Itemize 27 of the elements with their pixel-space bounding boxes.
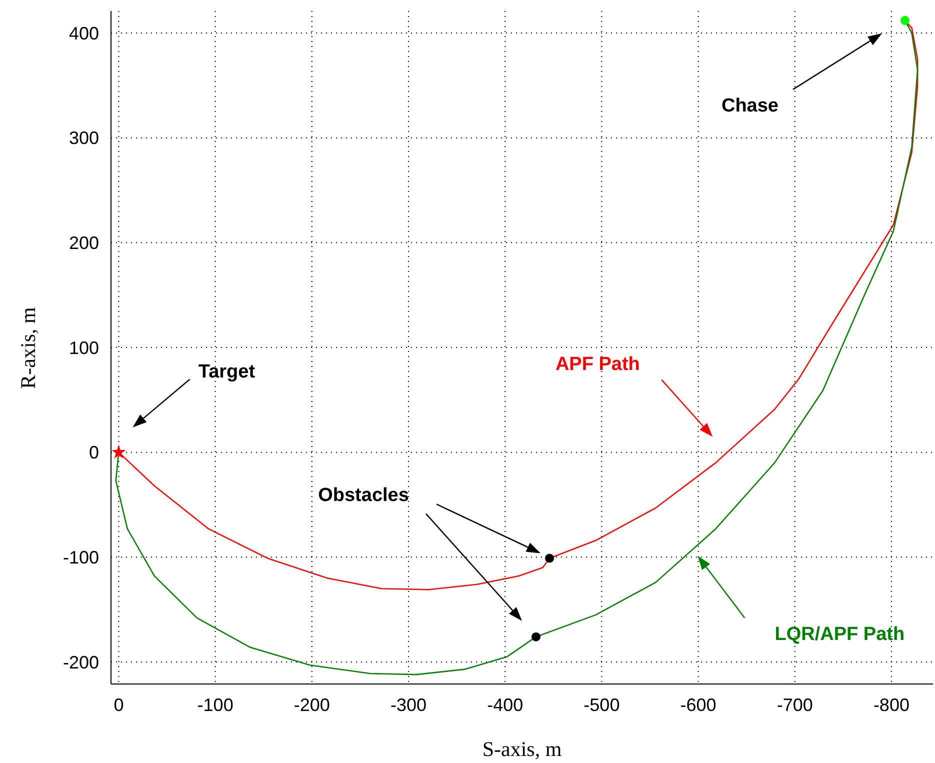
annotation: Obstacles [318,485,409,506]
point [112,444,126,458]
x-tick-label: -200 [294,694,330,715]
text: APF Path [555,354,640,375]
x-tick-label: -500 [584,694,620,715]
y-tick-label: 300 [68,128,99,148]
x-tick-label: 0 [114,694,124,715]
x-axis-title: S-axis, m [482,737,562,761]
point [900,16,910,25]
y-tick-label: 100 [68,338,99,358]
y-tick-label: 0 [88,442,99,463]
y-axis-title: R-axis, m [16,307,40,389]
point [545,554,554,563]
text: LQR/APF Path [774,624,905,645]
y-tick-label: -100 [62,548,99,568]
x-tick-label: -600 [680,694,716,715]
x-tick-label: -700 [776,694,813,715]
point [531,632,541,642]
x-tick-label: -300 [390,694,427,715]
x-tick-label: -100 [197,694,234,715]
y-tick-label: 400 [68,23,99,44]
y-tick-label: 200 [68,233,99,254]
annotation: Chase [721,95,779,116]
x-tick-label: -800 [873,694,910,715]
x-tick-label: -400 [487,694,524,715]
annotation: Target [198,361,256,382]
y-tick-label: -200 [62,652,99,672]
